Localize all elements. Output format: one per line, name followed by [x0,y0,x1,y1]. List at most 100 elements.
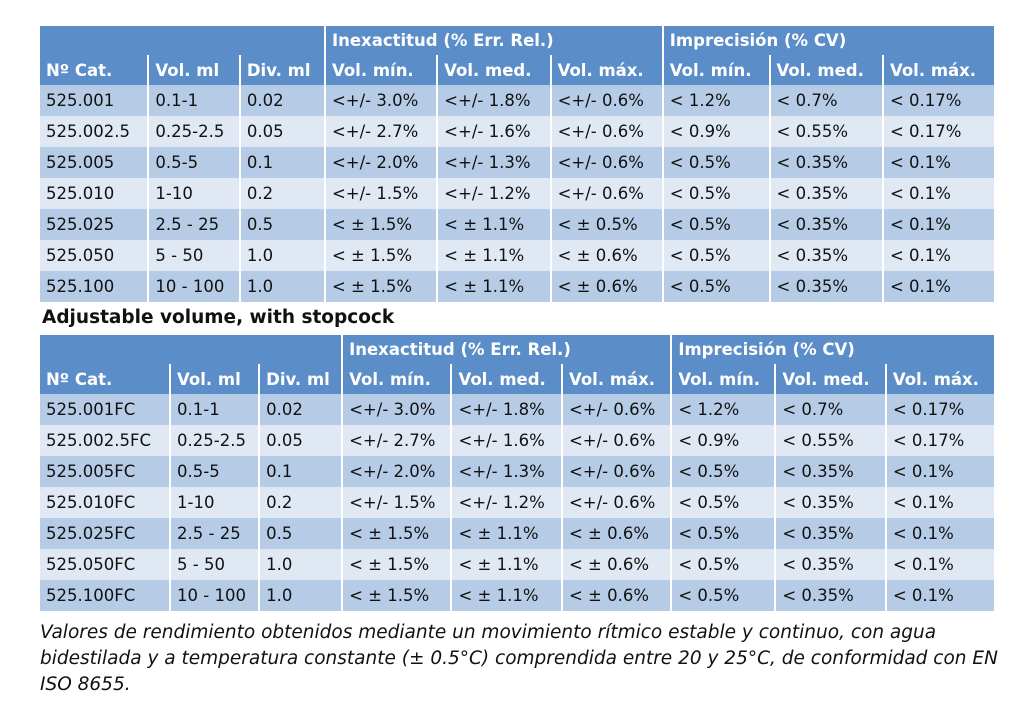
table-cell: < ± 0.6% [562,518,671,549]
group-header-row: Inexactitud (% Err. Rel.) Imprecisión (%… [40,26,994,55]
table-cell: < 0.1% [883,178,994,209]
table-cell: 1-10 [171,487,259,518]
table-cell: < ± 1.5% [343,549,451,580]
group-header-row: Inexactitud (% Err. Rel.) Imprecisión (%… [40,335,994,364]
table-cell: 525.025FC [40,518,170,549]
column-header-inex-med: Vol. med. [438,55,550,85]
table-cell: <+/- 1.2% [438,178,550,209]
table-cell: <+/- 0.6% [551,85,662,116]
table-row: 525.100FC 10 - 100 1.0 < ± 1.5% < ± 1.1% < ± … [40,580,994,611]
table-cell: 0.25-2.5 [149,116,239,147]
table-cell: <+/- 0.6% [551,116,662,147]
table-cell: < 0.1% [886,456,994,487]
table-cell: < 0.5% [663,178,769,209]
table-cell: 0.1-1 [171,394,259,425]
table-cell: 525.050FC [40,549,170,580]
table-body: Inexactitud (% Err. Rel.) Imprecisión (%… [40,335,994,611]
table-cell: 0.25-2.5 [171,425,259,456]
table-row: 525.010FC 1-10 0.2 <+/- 1.5% <+/- 1.2% <+/- 0… [40,487,994,518]
table-cell: 2.5 - 25 [149,209,239,240]
table-cell: <+/- 1.3% [452,456,561,487]
column-header-cat: Nº Cat. [40,55,148,85]
table-cell: < 0.35% [776,487,885,518]
table-cell: <+/- 3.0% [343,394,451,425]
table-cell: <+/- 0.6% [562,456,671,487]
table-cell: 0.1 [240,147,324,178]
table-cell: 5 - 50 [171,549,259,580]
column-header-div: Div. ml [260,364,342,394]
table-cell: <+/- 1.5% [325,178,437,209]
table-row: 525.002.5 0.25-2.5 0.05 <+/- 2.7% <+/- 1.6% <… [40,116,994,147]
column-header-row: Nº Cat. Vol. ml Div. ml Vol. mín. Vol. m… [40,55,994,85]
table-cell: < 0.35% [770,147,882,178]
table-cell: 525.050 [40,240,148,271]
spec-table-stopcock: Inexactitud (% Err. Rel.) Imprecisión (%… [38,335,996,611]
table-cell: < 0.9% [663,116,769,147]
table-cell: 10 - 100 [149,271,239,302]
section-caption: Adjustable volume, with stopcock [42,307,395,328]
table-row: 525.050 5 - 50 1.0 < ± 1.5% < ± 1.1% < ± 0.6%… [40,240,994,271]
table-cell: <+/- 0.6% [562,394,671,425]
table-cell: < ± 1.1% [452,518,561,549]
column-header-vol: Vol. ml [149,55,239,85]
table-row: 525.025FC 2.5 - 25 0.5 < ± 1.5% < ± 1.1% < ± … [40,518,994,549]
table-cell: < 0.17% [886,394,994,425]
column-header-row: Nº Cat. Vol. ml Div. ml Vol. mín. Vol. m… [40,364,994,394]
table-cell: 525.025 [40,209,148,240]
table-cell: 0.05 [260,425,342,456]
group-header-empty [40,335,342,364]
table-cell: 0.1-1 [149,85,239,116]
table-cell: <+/- 2.0% [325,147,437,178]
column-header-imp-min: Vol. mín. [663,55,769,85]
table-cell: < 0.5% [672,549,775,580]
table-cell: 1-10 [149,178,239,209]
table-cell: < 0.35% [776,549,885,580]
table-cell: < 0.1% [886,549,994,580]
table-cell: 525.100FC [40,580,170,611]
table-cell: <+/- 1.6% [452,425,561,456]
table-cell: < 0.1% [886,518,994,549]
table-cell: 0.2 [260,487,342,518]
table-cell: 1.0 [260,549,342,580]
table-cell: < ± 0.6% [562,580,671,611]
footnote: Valores de rendimiento obtenidos mediant… [40,622,998,695]
table-cell: < 1.2% [672,394,775,425]
column-header-div: Div. ml [240,55,324,85]
table-cell: 0.5 [240,209,324,240]
table-cell: < 0.1% [883,209,994,240]
table-cell: < 0.5% [672,487,775,518]
table-cell: < 0.17% [886,425,994,456]
column-header-imp-med: Vol. med. [776,364,885,394]
group-header-imprecision: Imprecisión (% CV) [672,335,994,364]
table-cell: < 0.5% [663,209,769,240]
table-cell: < ± 1.1% [438,209,550,240]
table-row: 525.005FC 0.5-5 0.1 <+/- 2.0% <+/- 1.3% <+/- … [40,456,994,487]
table-cell: < ± 0.5% [551,209,662,240]
table-cell: < ± 1.5% [325,209,437,240]
column-header-vol: Vol. ml [171,364,259,394]
column-header-inex-min: Vol. mín. [343,364,451,394]
table-cell: 525.005 [40,147,148,178]
table-cell: 525.010 [40,178,148,209]
table-cell: <+/- 1.5% [343,487,451,518]
table-cell: 525.002.5 [40,116,148,147]
table-cell: < ± 1.5% [325,240,437,271]
table-cell: 525.010FC [40,487,170,518]
table-cell: 5 - 50 [149,240,239,271]
column-header-inex-max: Vol. máx. [551,55,662,85]
table-cell: < 0.1% [883,147,994,178]
table-cell: 525.100 [40,271,148,302]
table-cell: 525.002.5FC [40,425,170,456]
table-cell: <+/- 3.0% [325,85,437,116]
table-cell: <+/- 1.6% [438,116,550,147]
table-cell: < 0.5% [663,271,769,302]
table-cell: < ± 1.1% [438,271,550,302]
table-cell: < 0.55% [776,425,885,456]
spec-table-fixed: Inexactitud (% Err. Rel.) Imprecisión (%… [38,26,996,302]
column-header-imp-max: Vol. máx. [886,364,994,394]
table-cell: 10 - 100 [171,580,259,611]
table-row: 525.100 10 - 100 1.0 < ± 1.5% < ± 1.1% < ± 0.… [40,271,994,302]
table-cell: 2.5 - 25 [171,518,259,549]
table-cell: <+/- 2.7% [343,425,451,456]
table-cell: 0.5 [260,518,342,549]
